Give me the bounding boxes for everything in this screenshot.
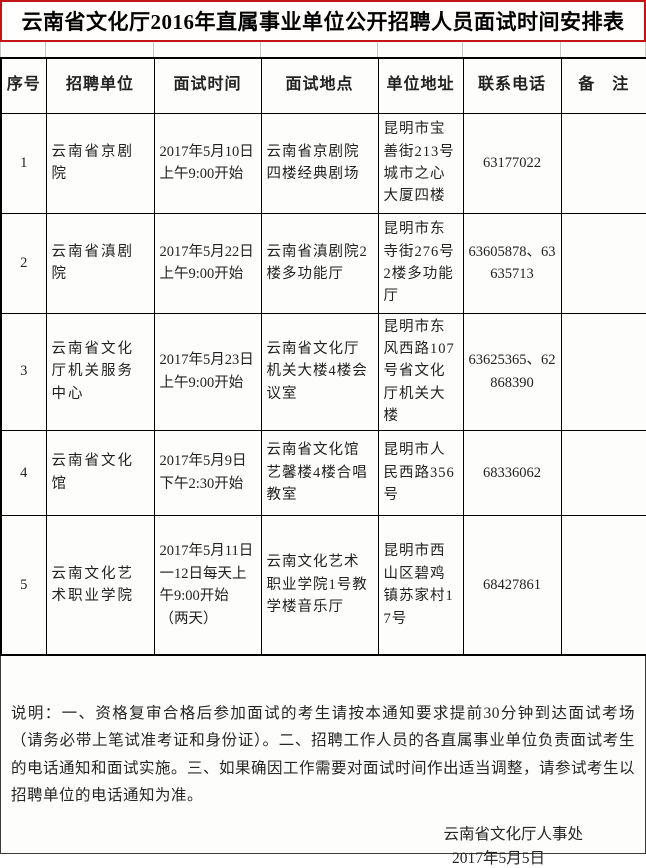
cell-note [560,429,646,516]
header-time: 面试时间 [153,57,262,114]
cell-time: 2017年5月11日一12日每天上午9:00开始（两天） [153,514,262,656]
cell-unit: 云南省文化馆 [45,429,155,516]
cell-unit: 云南省京剧院 [45,112,155,214]
header-address: 单位地址 [377,57,464,114]
cell-time: 2017年5月9日下午2:30开始 [153,429,262,516]
cell-time: 2017年5月22日上午9:00开始 [153,212,262,314]
cell-time: 2017年5月10日上午9:00开始 [153,112,262,214]
spacer-cell [154,42,261,57]
interview-schedule-table: 序号 招聘单位 面试时间 面试地点 单位地址 联系电话 备 注 1 云南省京剧院… [0,57,646,657]
signature-department: 云南省文化厅人事处 [443,825,583,843]
explanation-text: 说明：一、资格复审合格后参加面试的考生请按本通知要求提前30分钟到达面试考场（请… [11,705,636,804]
spacer-cell [463,42,561,57]
cell-no: 2 [0,212,47,314]
table-row: 3 云南省文化厅机关服务中心 2017年5月23日上午9:00开始 云南省文化厅… [0,312,646,431]
cell-no: 5 [0,514,47,656]
explanation-box: 说明：一、资格复审合格后参加面试的考生请按本通知要求提前30分钟到达面试考场（请… [0,656,646,867]
cell-phone: 63625365、62868390 [462,312,562,431]
cell-note [560,112,646,214]
spacer-cell [1,42,46,57]
cell-address: 昆明市人民西路356号 [377,429,464,516]
spacer-cell [378,42,463,57]
spacer-row [0,42,646,57]
cell-note [560,212,646,314]
table-row: 2 云南省滇剧院 2017年5月22日上午9:00开始 云南省滇剧院2楼多功能厅… [0,212,646,314]
header-no: 序号 [0,57,47,114]
cell-place: 云南省京剧院四楼经典剧场 [260,112,379,214]
cell-address: 昆明市东寺街276号2楼多功能厅 [377,212,464,314]
cell-unit: 云南省滇剧院 [45,212,155,314]
cell-phone: 63177022 [462,112,562,214]
cell-address: 昆明市宝善街213号城市之心大厦四楼 [377,112,464,214]
cell-note [560,514,646,656]
table-row: 1 云南省京剧院 2017年5月10日上午9:00开始 云南省京剧院四楼经典剧场… [0,112,646,214]
cell-no: 1 [0,112,47,214]
cell-address: 昆明市东风西路107号省文化厅机关大楼 [377,312,464,431]
header-phone: 联系电话 [462,57,562,114]
cell-address: 昆明市西山区碧鸡镇苏家村17号 [377,514,464,656]
spacer-cell [261,42,378,57]
header-unit: 招聘单位 [45,57,155,114]
cell-no: 4 [0,429,47,516]
cell-phone: 68427861 [462,514,562,656]
cell-place: 云南省文化厅机关大楼4楼会议室 [260,312,379,431]
header-note: 备 注 [560,57,646,114]
header-place: 面试地点 [260,57,379,114]
cell-time: 2017年5月23日上午9:00开始 [153,312,262,431]
cell-place: 云南省文化馆艺馨楼4楼合唱教室 [260,429,379,516]
cell-phone: 63605878、63635713 [462,212,562,314]
document-title: 云南省文化厅2016年直属事业单位公开招聘人员面试时间安排表 [0,0,646,42]
table-row: 5 云南文化艺术职业学院 2017年5月11日一12日每天上午9:00开始（两天… [0,514,646,656]
spacer-cell [561,42,645,57]
cell-unit: 云南省文化厅机关服务中心 [45,312,155,431]
cell-place: 云南文化艺术职业学院1号教学楼音乐厅 [260,514,379,656]
cell-note [560,312,646,431]
cell-phone: 68336062 [462,429,562,516]
cell-no: 3 [0,312,47,431]
table-header-row: 序号 招聘单位 面试时间 面试地点 单位地址 联系电话 备 注 [0,57,646,114]
cell-unit: 云南文化艺术职业学院 [45,514,155,656]
cell-place: 云南省滇剧院2楼多功能厅 [260,212,379,314]
spacer-cell [46,42,154,57]
signature-date: 2017年5月5日 [451,849,545,867]
table-row: 4 云南省文化馆 2017年5月9日下午2:30开始 云南省文化馆艺馨楼4楼合唱… [0,429,646,516]
